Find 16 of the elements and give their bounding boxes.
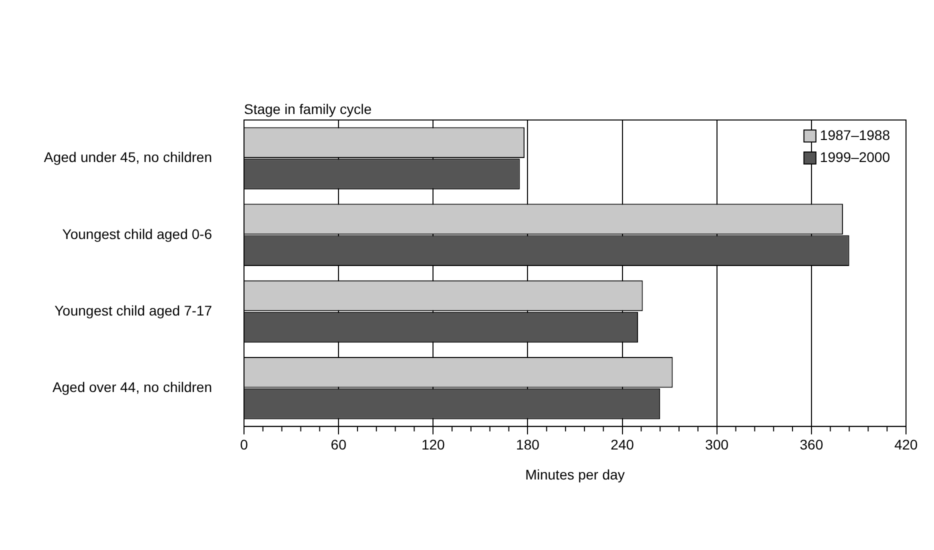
legend-label: 1987–1988	[820, 126, 890, 143]
legend-label: 1999–2000	[820, 148, 890, 165]
y-tick-label: Youngest child aged 0-6	[62, 226, 212, 242]
x-tick-label: 0	[240, 436, 248, 453]
y-axis-title: Stage in family cycle	[244, 100, 372, 117]
x-tick-label: 300	[705, 436, 729, 453]
x-tick-label: 60	[330, 436, 347, 453]
x-axis-title: Minutes per day	[525, 466, 625, 482]
x-tick-label: 180	[516, 436, 540, 453]
y-tick-label: Aged under 45, no children	[44, 149, 212, 166]
x-tick-label: 420	[894, 436, 918, 453]
y-tick-label: Aged over 44, no children	[52, 378, 212, 395]
x-tick-label: 240	[610, 436, 634, 453]
y-tick-label: Youngest child aged 7-17	[54, 302, 212, 318]
x-tick-label: 120	[421, 436, 446, 453]
x-tick-label: 360	[800, 436, 824, 453]
